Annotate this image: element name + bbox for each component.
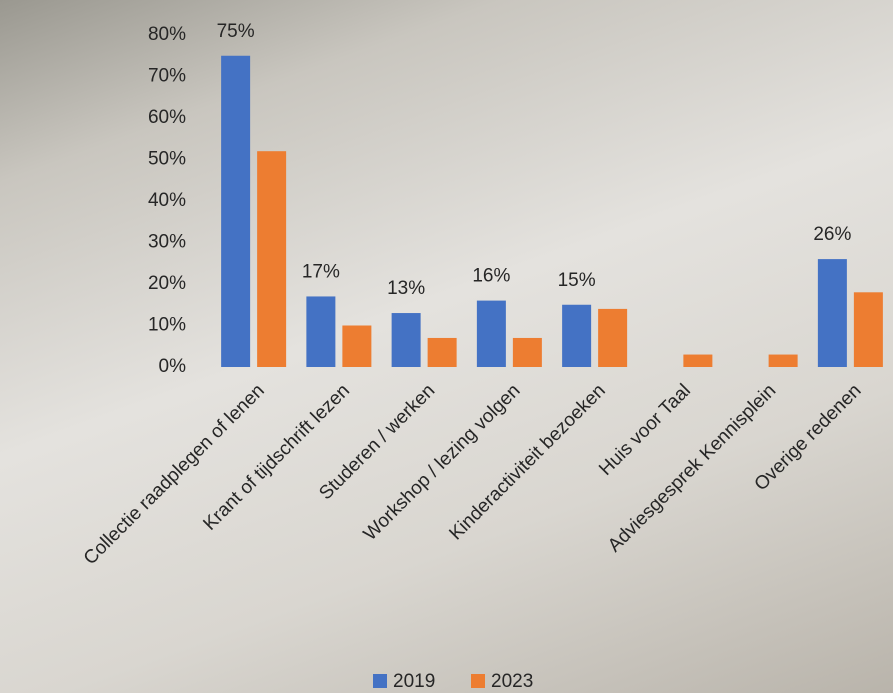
bar [342,326,371,368]
x-tick-label: Krant of tijdschrift lezen [199,380,353,534]
data-label: 13% [387,278,425,299]
x-tick-label: Workshop / lezing volgen [360,380,525,545]
bar [306,296,335,367]
data-label: 26% [813,224,851,245]
legend-label: 2019 [393,671,435,692]
bar [683,355,712,367]
y-tick-label: 50% [148,149,186,170]
legend-swatch [471,674,485,688]
page: {"chart_data": {"type": "bar", "categori… [0,0,893,693]
y-tick-label: 20% [148,273,186,294]
y-tick-label: 30% [148,232,186,253]
bar [392,313,421,367]
bar [428,338,457,367]
x-tick-label: Collectie raadplegen of lenen [80,380,269,569]
bar [477,301,506,367]
y-tick-label: 10% [148,315,186,336]
bar [818,259,847,367]
x-tick-label: Adviesgesprek Kennisplein [604,380,780,556]
bar [257,151,286,367]
chart: 0% 10% 20% 30% 40% 50% 60% 70% 80% Collectie raad… [0,0,893,693]
y-tick-label: 0% [159,356,187,377]
data-label: 17% [302,261,340,282]
data-label: 75% [217,21,255,42]
bar [769,355,798,367]
bar [513,338,542,367]
data-label: 16% [472,266,510,287]
data-label: 15% [558,270,596,291]
bar [598,309,627,367]
bar [854,292,883,367]
y-tick-label: 70% [148,66,186,87]
legend-label: 2023 [491,671,533,692]
bar [562,305,591,367]
x-tick-label: Kinderactiviteit bezoeken [445,380,609,544]
bar [221,56,250,367]
y-tick-label: 40% [148,190,186,211]
y-tick-label: 60% [148,107,186,128]
legend-swatch [373,674,387,688]
y-tick-label: 80% [148,24,186,45]
